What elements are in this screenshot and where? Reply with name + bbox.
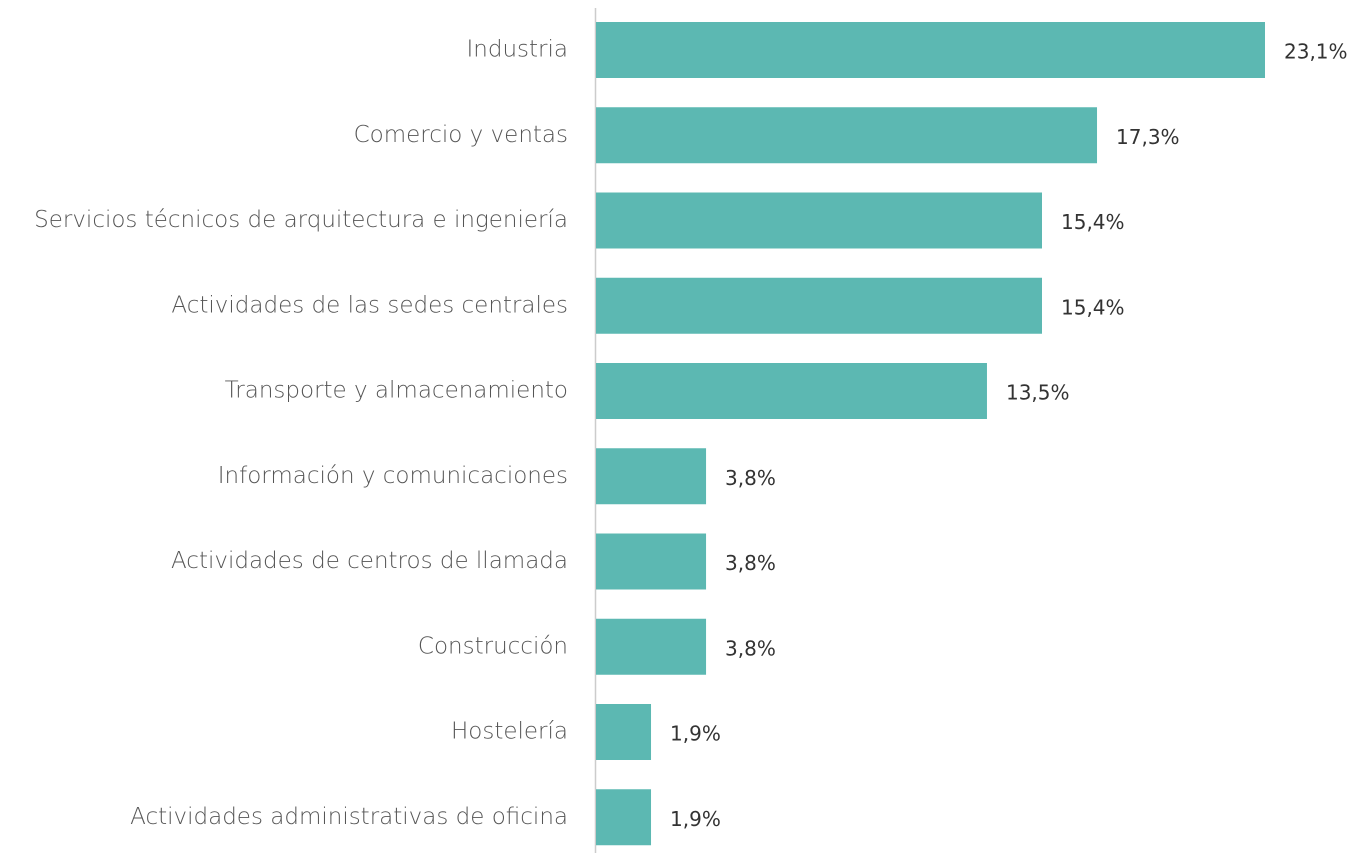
- value-label: 13,5%: [1006, 381, 1070, 405]
- category-label: Construcción: [418, 633, 568, 659]
- category-label: Comercio y ventas: [354, 122, 568, 148]
- value-label: 17,3%: [1116, 125, 1180, 149]
- bar: [596, 192, 1042, 249]
- value-label: 15,4%: [1061, 210, 1125, 234]
- category-label: Industria: [467, 37, 568, 63]
- bar: [596, 448, 707, 505]
- category-label: Servicios técnicos de arquitectura e ing…: [34, 207, 568, 233]
- value-label: 1,9%: [670, 722, 721, 746]
- bar: [596, 618, 707, 675]
- category-label: Transporte y almacenamiento: [225, 378, 568, 404]
- bar: [596, 533, 707, 590]
- category-label: Hostelería: [451, 719, 568, 745]
- value-label: 3,8%: [725, 551, 776, 575]
- bar: [596, 363, 987, 419]
- bar: [596, 277, 1042, 334]
- bar: [596, 704, 652, 760]
- bar: [596, 789, 652, 846]
- category-label: Actividades administrativas de oficina: [130, 804, 568, 830]
- category-label: Actividades de las sedes centrales: [171, 292, 568, 318]
- bar: [596, 107, 1098, 164]
- value-label: 15,4%: [1061, 295, 1125, 319]
- value-label: 3,8%: [725, 636, 776, 660]
- bar: [596, 22, 1265, 78]
- category-label: Información y comunicaciones: [218, 463, 568, 489]
- value-label: 23,1%: [1284, 40, 1348, 64]
- value-label: 3,8%: [725, 466, 776, 490]
- category-label: Actividades de centros de llamada: [171, 548, 568, 574]
- value-label: 1,9%: [670, 807, 721, 831]
